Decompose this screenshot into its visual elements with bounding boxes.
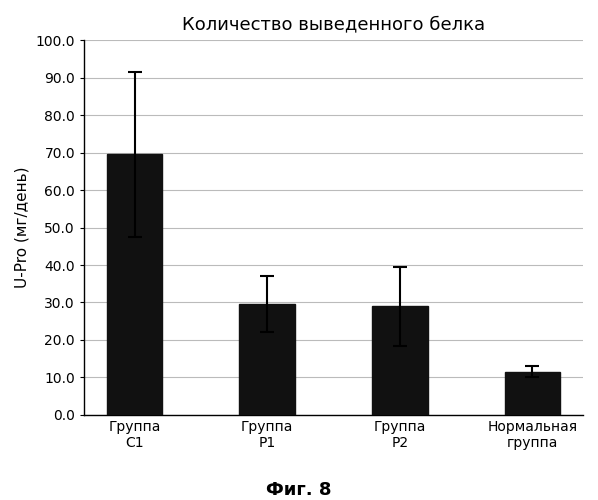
Bar [239, 304, 295, 415]
Y-axis label: U-Pro (мг/день): U-Pro (мг/день) [15, 167, 30, 288]
Title: Количество выведенного белка: Количество выведенного белка [182, 15, 485, 33]
Text: Фиг. 8: Фиг. 8 [266, 481, 332, 499]
Bar [372, 306, 428, 415]
Bar [107, 154, 163, 415]
Bar [505, 372, 560, 415]
